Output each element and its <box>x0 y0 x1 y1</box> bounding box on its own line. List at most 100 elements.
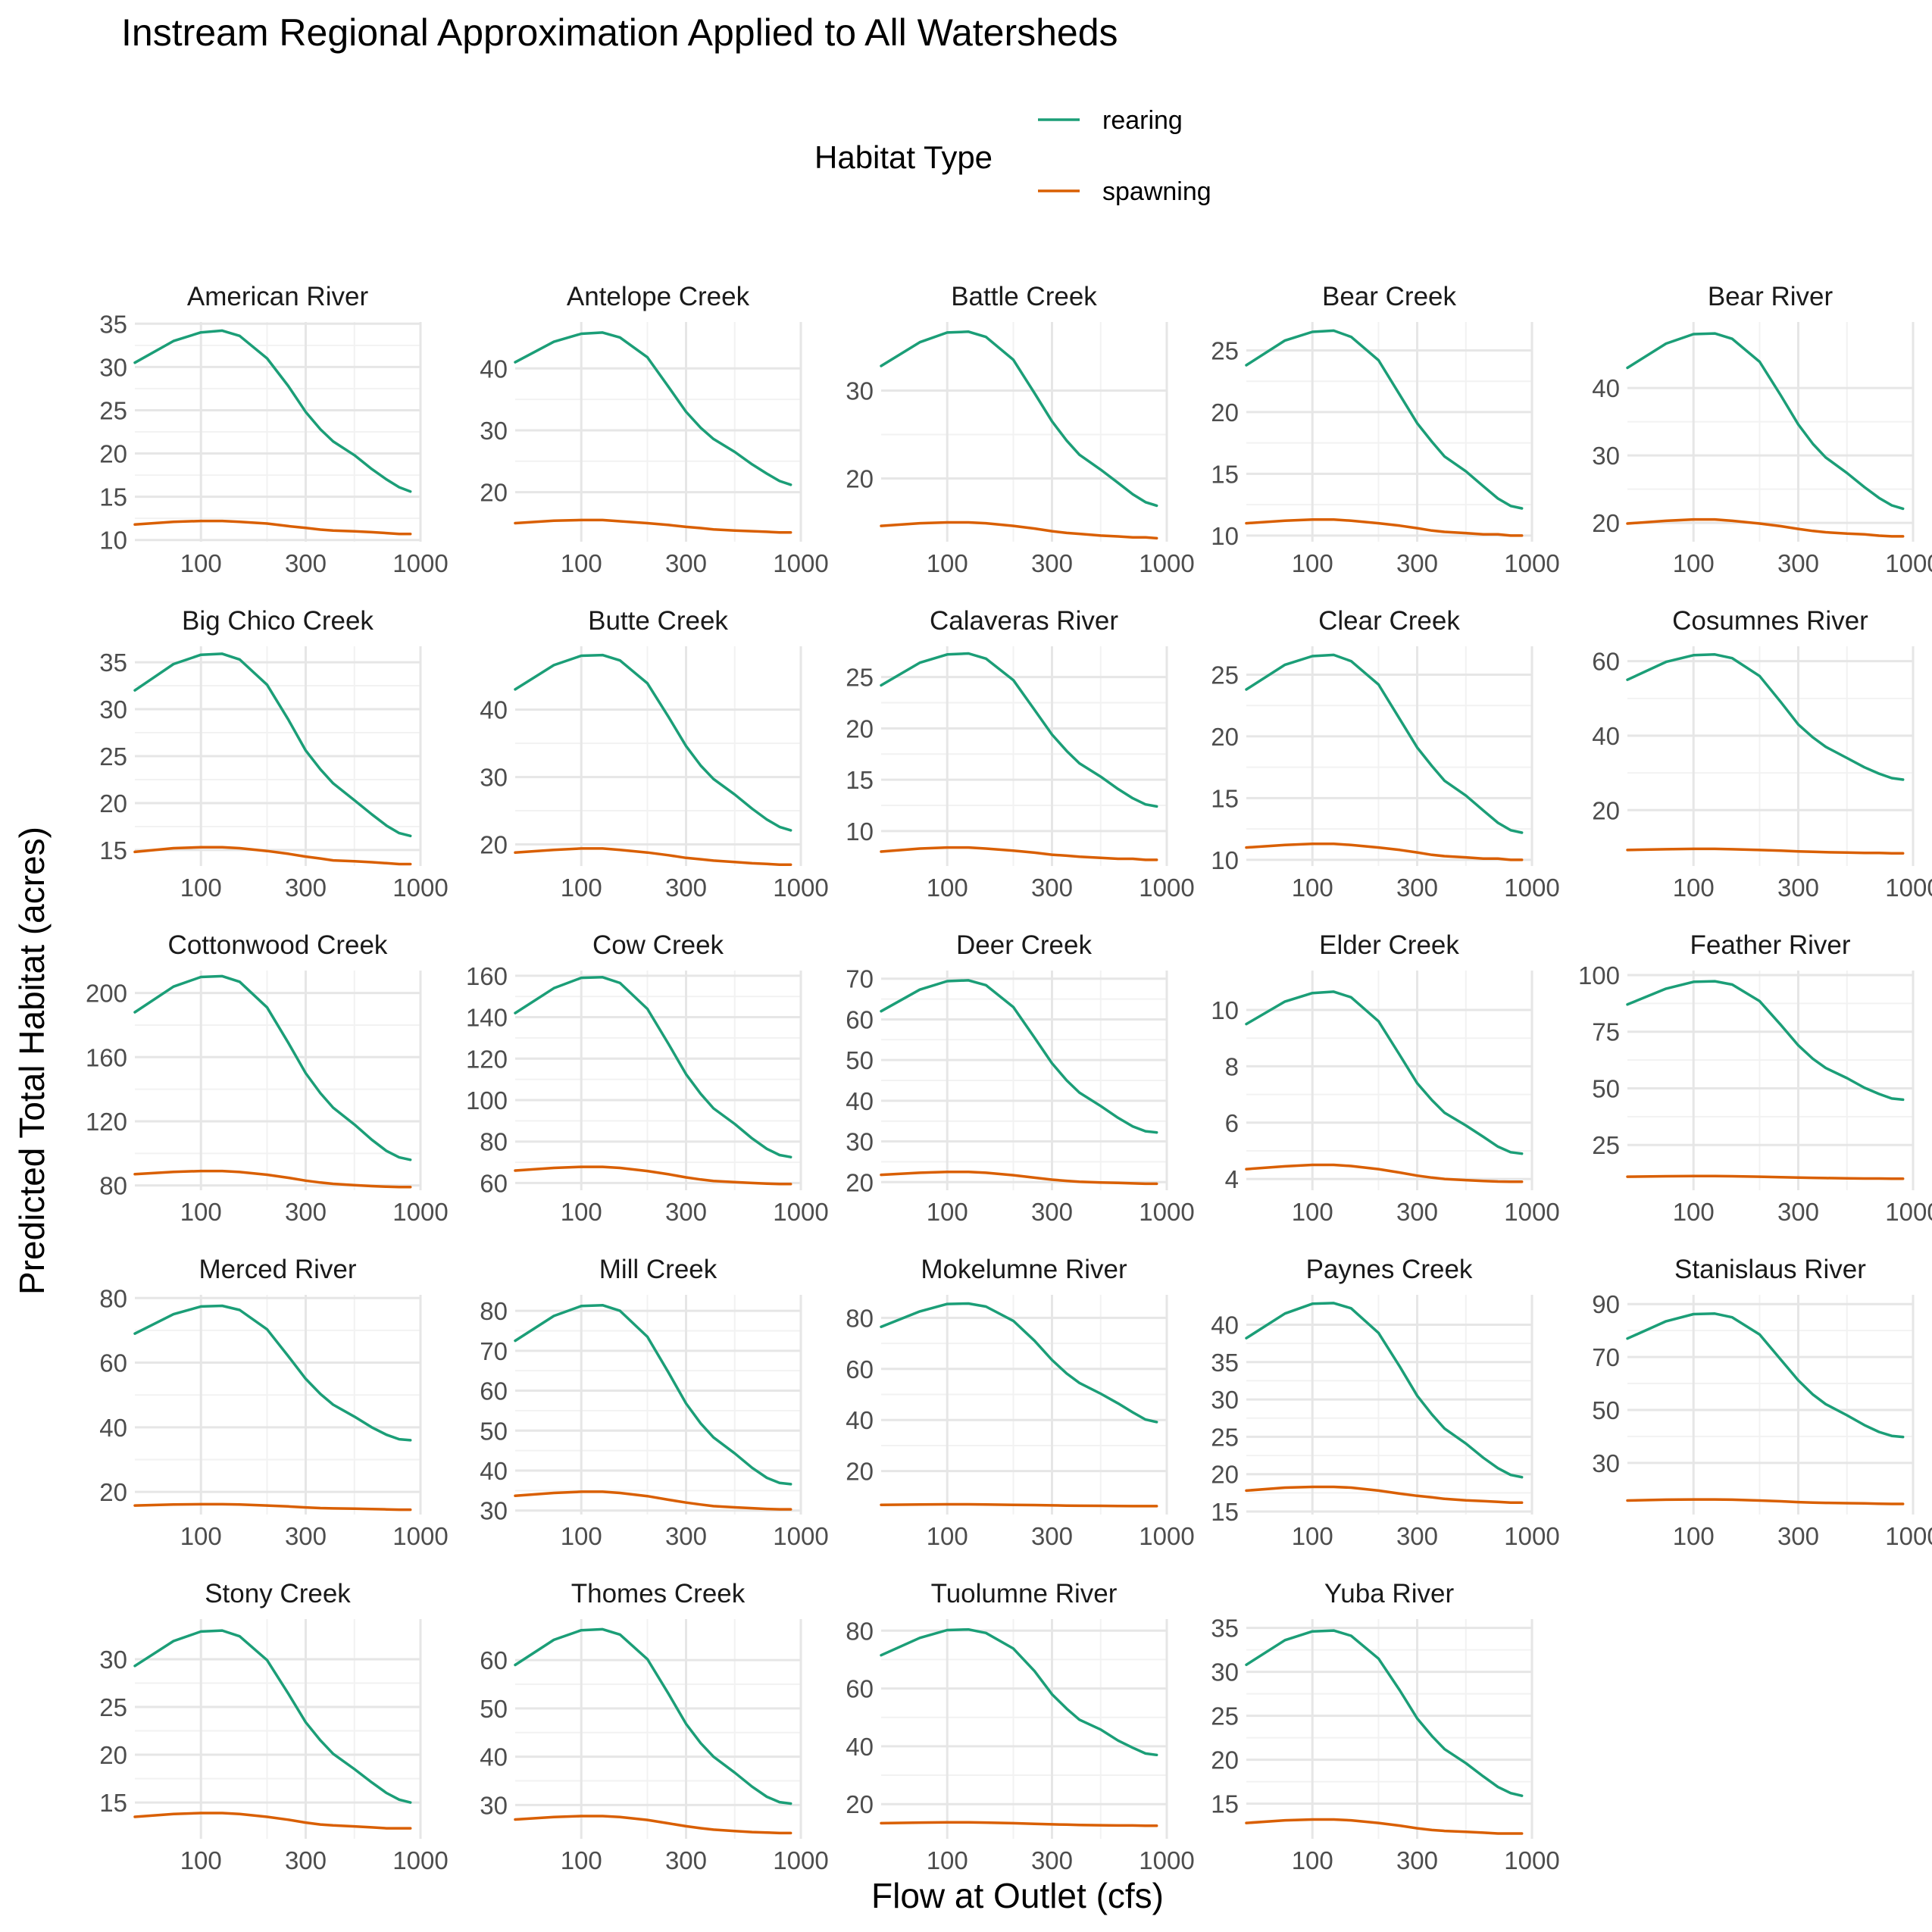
panel-feather-river: 25 50 75 100 100 300 1000 Feather River <box>1578 930 1932 1226</box>
panel-calaveras-river: 10 15 20 25 100 300 1000 Calaveras River <box>846 606 1194 902</box>
panel-title: Big Chico Creek <box>182 606 374 636</box>
x-tick-label: 1000 <box>392 874 448 902</box>
y-tick-label: 25 <box>1211 336 1239 364</box>
series-line-spawning <box>133 1812 412 1830</box>
y-tick-label: 50 <box>480 1695 508 1723</box>
y-tick-label: 60 <box>1592 648 1620 676</box>
x-tick-label: 100 <box>180 1846 222 1874</box>
x-tick-label: 300 <box>665 874 707 902</box>
y-tick-label: 160 <box>466 962 508 990</box>
panel-title: Clear Creek <box>1318 606 1460 636</box>
x-tick-label: 1000 <box>1504 549 1559 577</box>
y-tick-label: 70 <box>480 1337 508 1365</box>
x-tick-label: 300 <box>1777 874 1819 902</box>
x-tick-label: 100 <box>1673 549 1715 577</box>
x-tick-label: 300 <box>1396 1846 1438 1874</box>
x-tick-label: 1000 <box>773 1846 828 1874</box>
series-line-spawning <box>1245 517 1524 537</box>
series-line-rearing <box>1245 329 1524 510</box>
x-tick-label: 100 <box>1292 1846 1333 1874</box>
x-tick-label: 100 <box>927 1198 968 1226</box>
y-tick-label: 20 <box>99 1478 127 1506</box>
y-tick-label: 50 <box>1592 1396 1620 1424</box>
x-tick-label: 100 <box>180 549 222 577</box>
x-tick-label: 1000 <box>1504 1846 1559 1874</box>
series-line-rearing <box>1626 332 1905 511</box>
y-tick-label: 40 <box>1592 374 1620 402</box>
panel-paynes-creek: 15 20 25 30 35 40 100 300 1000 Paynes Creek <box>1211 1255 1559 1550</box>
x-tick-label: 1000 <box>1139 1522 1194 1550</box>
y-tick-label: 40 <box>480 696 508 724</box>
legend: Habitat Type rearing spawning <box>814 106 1211 206</box>
y-tick-label: 60 <box>480 1377 508 1405</box>
y-tick-label: 30 <box>99 1646 127 1674</box>
y-tick-label: 40 <box>480 1457 508 1485</box>
y-tick-label: 15 <box>1211 784 1239 812</box>
y-tick-label: 20 <box>1211 1746 1239 1774</box>
y-tick-label: 15 <box>846 766 874 794</box>
y-tick-label: 40 <box>480 355 508 383</box>
panel-title: Cow Creek <box>592 930 724 960</box>
series-line-spawning <box>880 1502 1158 1508</box>
x-tick-label: 100 <box>1292 874 1333 902</box>
panel-merced-river: 20 40 60 80 100 300 1000 Merced River <box>99 1255 448 1550</box>
panel-bear-river: 20 30 40 100 300 1000 Bear River <box>1592 282 1932 577</box>
y-tick-label: 20 <box>1592 509 1620 537</box>
panel-title: Yuba River <box>1324 1579 1455 1608</box>
x-tick-label: 1000 <box>1504 874 1559 902</box>
x-tick-label: 1000 <box>392 1522 448 1550</box>
series-line-rearing <box>880 979 1158 1134</box>
panel-title: Battle Creek <box>951 282 1097 311</box>
x-tick-label: 1000 <box>773 874 828 902</box>
y-tick-label: 80 <box>99 1284 127 1312</box>
series-line-spawning <box>133 1502 412 1512</box>
y-tick-label: 40 <box>480 1743 508 1771</box>
x-tick-label: 100 <box>561 1198 602 1226</box>
x-tick-label: 1000 <box>1139 1846 1194 1874</box>
series-line-spawning <box>133 1169 412 1189</box>
x-tick-label: 1000 <box>1885 1522 1932 1550</box>
series-line-spawning <box>880 1171 1158 1186</box>
y-tick-label: 60 <box>480 1646 508 1674</box>
x-tick-label: 1000 <box>1885 1198 1932 1226</box>
y-tick-label: 50 <box>480 1417 508 1445</box>
y-tick-label: 30 <box>99 696 127 724</box>
panel-title: Merced River <box>199 1255 356 1284</box>
y-tick-label: 60 <box>99 1349 127 1377</box>
panel-title: Bear Creek <box>1322 282 1457 311</box>
x-tick-label: 100 <box>927 549 968 577</box>
panel-title: Cosumnes River <box>1672 606 1868 636</box>
panel-title: Bear River <box>1708 282 1834 311</box>
y-tick-label: 100 <box>466 1086 508 1114</box>
y-tick-label: 60 <box>846 1675 874 1703</box>
chart-title: Instream Regional Approximation Applied … <box>121 11 1118 54</box>
y-tick-label: 10 <box>846 818 874 846</box>
y-tick-label: 30 <box>1211 1658 1239 1687</box>
x-tick-label: 300 <box>1031 549 1073 577</box>
panel-title: Stanislaus River <box>1674 1255 1866 1284</box>
panel-title: Elder Creek <box>1319 930 1459 960</box>
series-line-spawning <box>514 1165 792 1186</box>
y-tick-label: 30 <box>846 1128 874 1156</box>
x-tick-label: 100 <box>1673 1522 1715 1550</box>
x-tick-label: 100 <box>1673 1198 1715 1226</box>
series-line-spawning <box>1245 842 1524 861</box>
y-tick-label: 35 <box>1211 1349 1239 1377</box>
series-line-rearing <box>514 653 792 832</box>
series-line-rearing <box>514 331 792 486</box>
x-tick-label: 100 <box>561 549 602 577</box>
x-tick-label: 100 <box>180 874 222 902</box>
x-tick-label: 300 <box>1396 1198 1438 1226</box>
y-tick-label: 120 <box>466 1045 508 1073</box>
y-tick-label: 20 <box>846 714 874 742</box>
x-tick-label: 1000 <box>1139 549 1194 577</box>
panel-title: Calaveras River <box>930 606 1118 636</box>
series-line-spawning <box>514 1490 792 1511</box>
x-axis-label: Flow at Outlet (cfs) <box>871 1876 1164 1915</box>
legend-title: Habitat Type <box>814 139 993 175</box>
y-tick-label: 40 <box>1211 1311 1239 1339</box>
legend-label-rearing: rearing <box>1102 106 1183 135</box>
y-tick-label: 40 <box>846 1406 874 1434</box>
panel-deer-creek: 20 30 40 50 60 70 100 300 1000 Deer Creek <box>846 930 1194 1226</box>
